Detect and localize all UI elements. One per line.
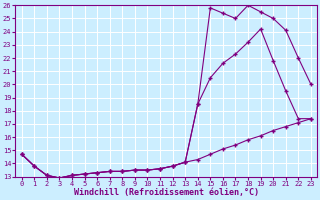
X-axis label: Windchill (Refroidissement éolien,°C): Windchill (Refroidissement éolien,°C) bbox=[74, 188, 259, 197]
